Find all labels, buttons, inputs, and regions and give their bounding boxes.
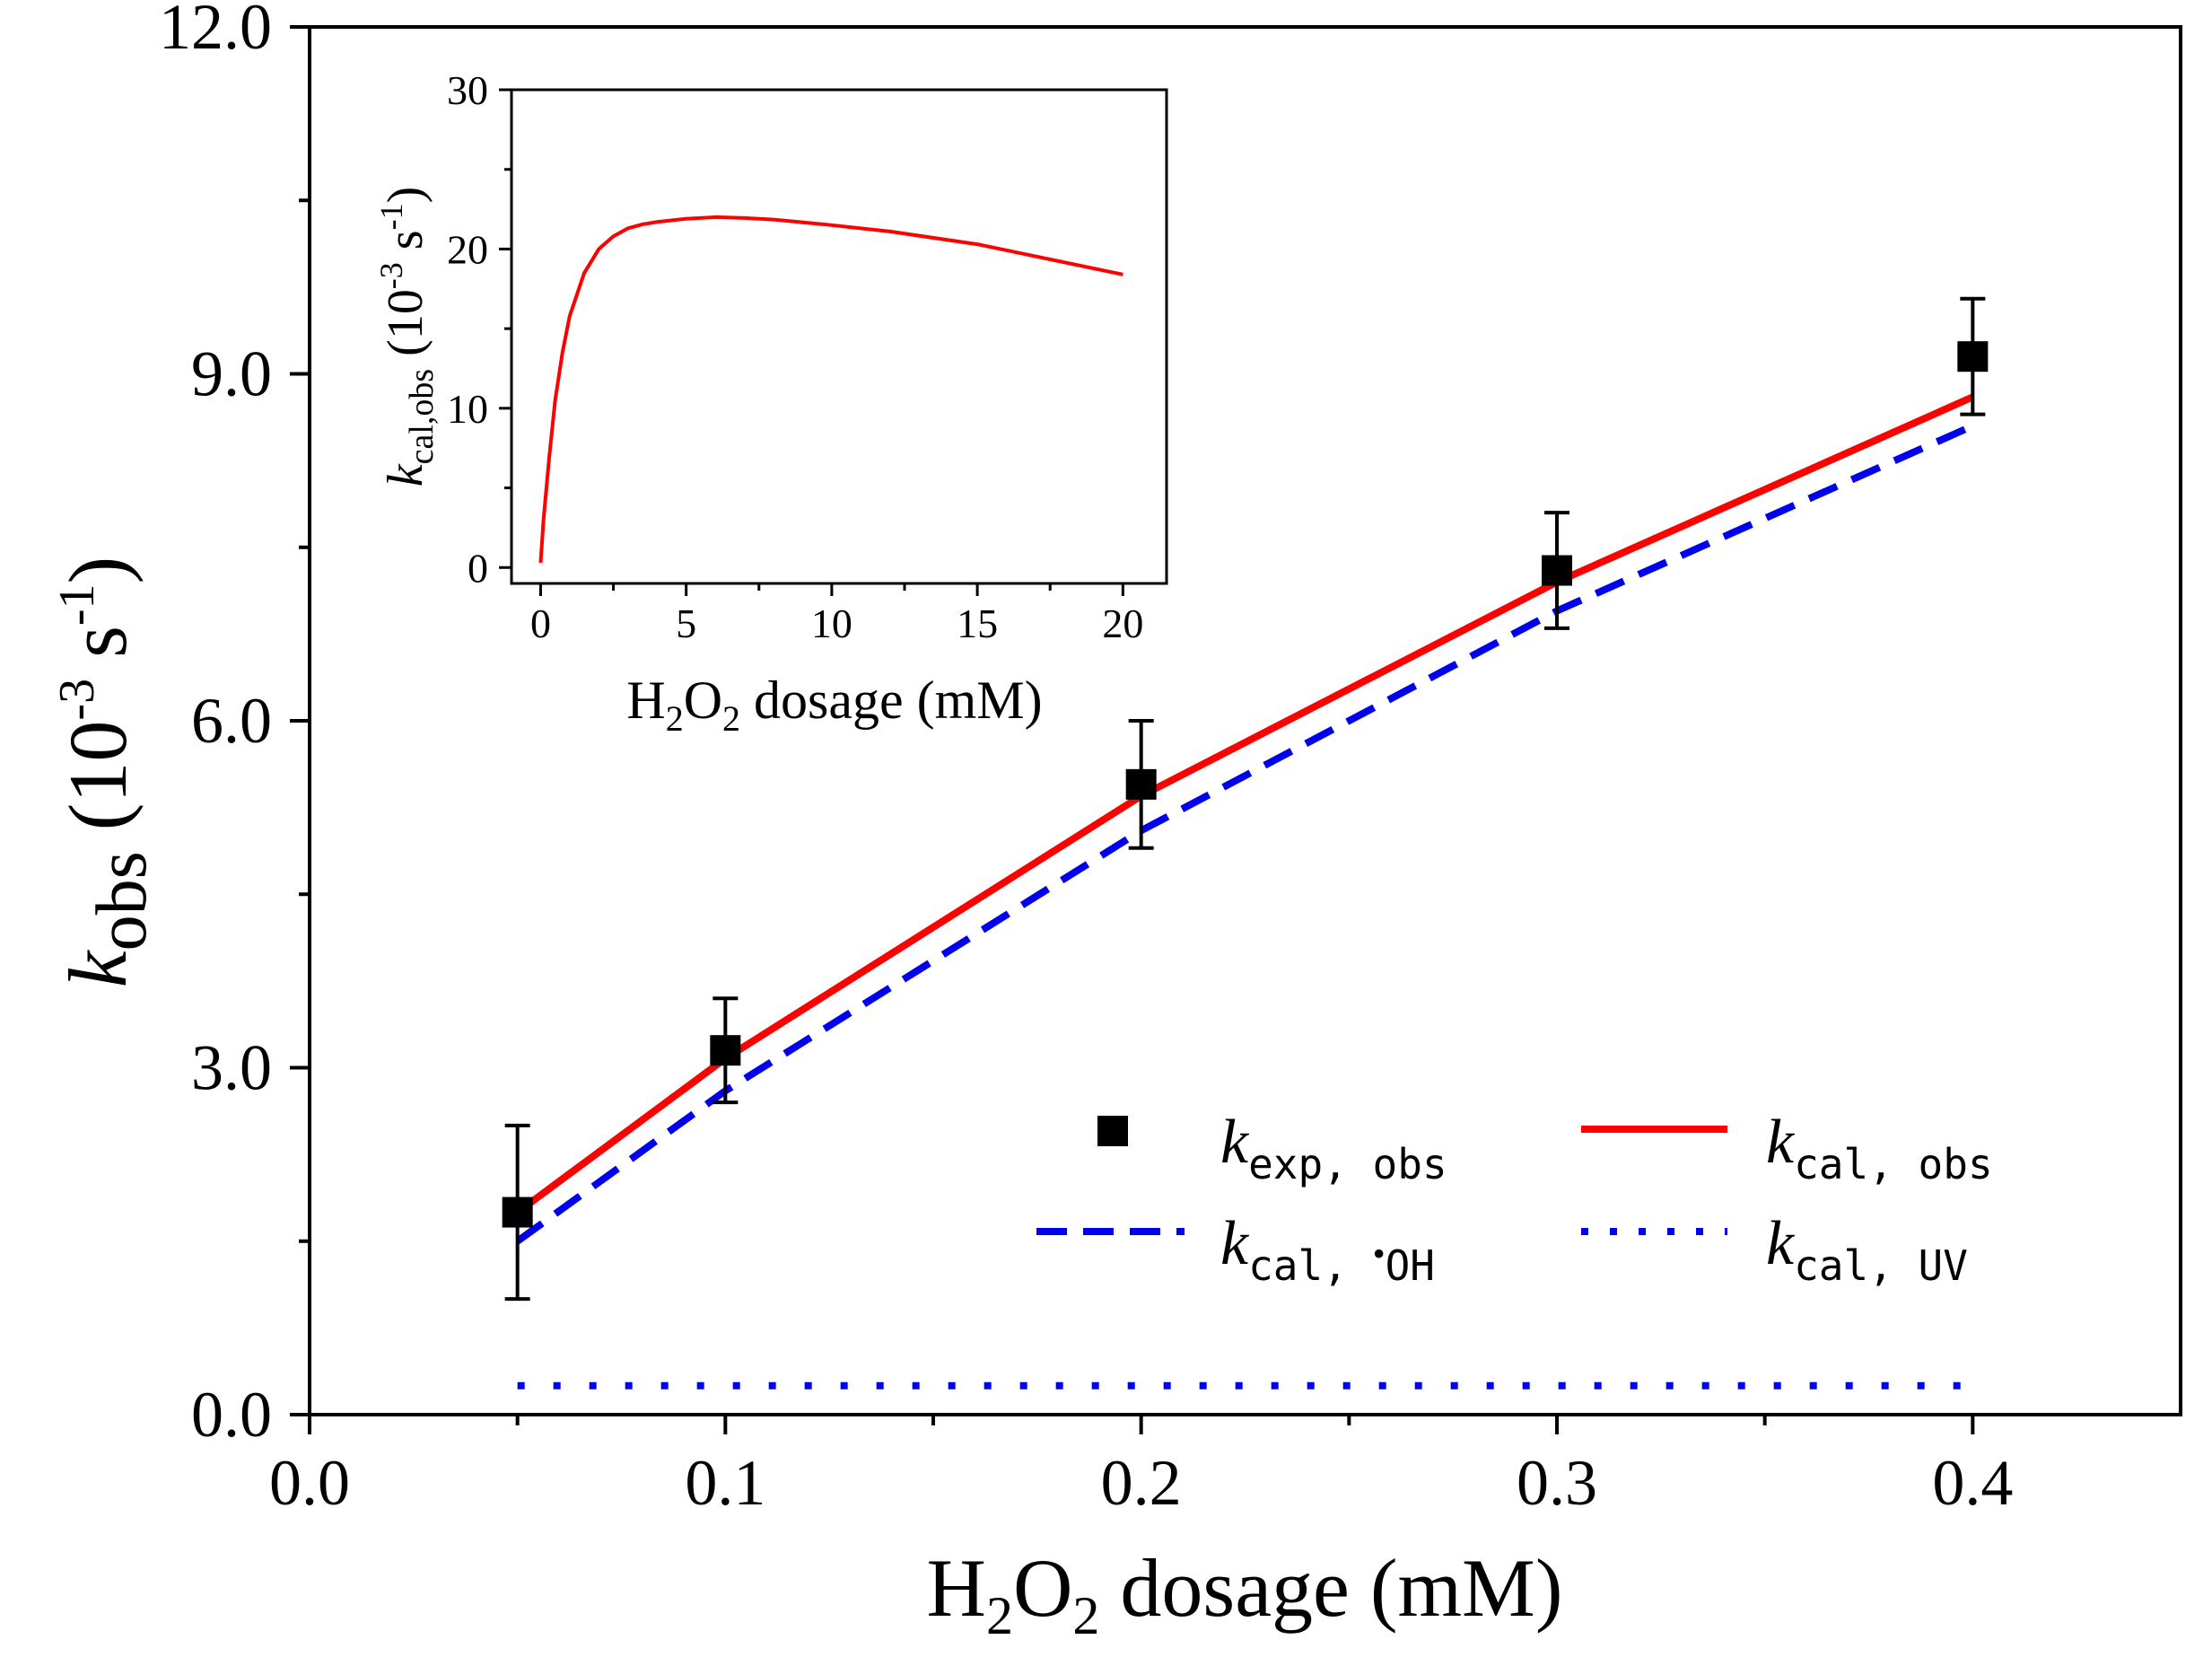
inset-x-tick-label: 20 (1102, 601, 1143, 646)
inset-y-axis-label: kcal,obs (10-3 s-1) (373, 187, 441, 487)
main-y-tick-label: 0.0 (191, 1379, 272, 1451)
main-x-tick-label: 0.1 (685, 1447, 765, 1519)
main-plot-frame (308, 25, 2182, 1416)
main-y-axis-label: kobs (10-3 s-1) (49, 557, 162, 987)
main-x-tick-label: 0.3 (1517, 1447, 1597, 1519)
inset-x-tick-label: 5 (676, 601, 696, 646)
inset-x-tick-label: 10 (811, 601, 852, 646)
main-data-point (1125, 768, 1157, 800)
main-data-point (1957, 341, 1989, 373)
legend-marker-exp-obs (1097, 1116, 1128, 1146)
inset-y-tick-label: 20 (447, 226, 488, 272)
main-data-point (710, 1035, 741, 1066)
inset-x-tick-label: 15 (957, 601, 998, 646)
main-y-tick-label: 12.0 (159, 0, 272, 63)
inset-plot-frame (510, 88, 1168, 585)
main-data-point (1542, 555, 1572, 586)
main-x-tick-label: 0.0 (269, 1447, 350, 1519)
main-x-tick-label: 0.2 (1101, 1447, 1182, 1519)
legend-label-cal-oh: kcal, •OH (1220, 1209, 1435, 1290)
inset-x-tick-label: 0 (530, 601, 551, 646)
main-y-tick-label: 3.0 (191, 1032, 272, 1104)
inset-x-axis-label: H2O2 dosage (mM) (626, 671, 1042, 739)
main-x-tick-label: 0.4 (1932, 1447, 2013, 1519)
inset-series-line-0 (538, 215, 1123, 564)
inset-axis-tick-labels: 0 5 10 15 20 0 10 20 30 (447, 67, 1143, 646)
legend-label-exp-obs: kexp, obs (1220, 1108, 1447, 1188)
main-series-line-1 (515, 393, 1974, 1215)
main-data-point (502, 1197, 533, 1228)
main-series-group (502, 296, 1989, 1390)
legend: kexp, obs kcal, obs kcal, •OH kcal, UV (1036, 1108, 1993, 1290)
inset-y-tick-label: 0 (468, 545, 488, 591)
main-y-tick-label: 9.0 (191, 338, 272, 410)
inset-y-tick-label: 30 (447, 67, 488, 113)
main-x-axis-label: H2O2 dosage (mM) (926, 1542, 1562, 1645)
inset-y-tick-label: 10 (447, 386, 488, 432)
inset-series-group (538, 215, 1123, 564)
legend-label-cal-obs: kcal, obs (1766, 1108, 1993, 1188)
legend-label-cal-uv: kcal, UV (1766, 1209, 1968, 1290)
main-y-tick-label: 6.0 (191, 685, 272, 757)
inset-axis-ticks (499, 88, 1124, 596)
main-axis-tick-labels: 0.0 0.1 0.2 0.3 0.4 0.0 3.0 6.0 9.0 12.0 (159, 0, 2013, 1519)
main-axis-ticks (290, 25, 1975, 1434)
